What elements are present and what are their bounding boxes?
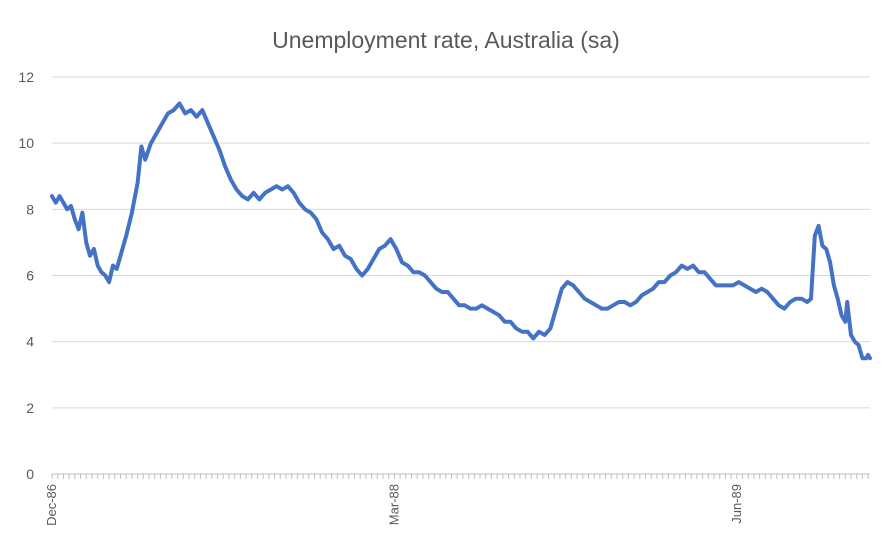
x-tick-label: Jun-89 (729, 484, 744, 524)
x-axis-ticks: Dec-86Mar-88Jun-89Sep-90Dec-91Mar-93Jun-… (44, 474, 869, 526)
y-tick-label: 0 (26, 466, 34, 482)
x-tick-label: Mar-88 (386, 484, 401, 525)
y-tick-label: 8 (26, 201, 34, 217)
y-tick-label: 10 (18, 135, 34, 151)
y-tick-label: 2 (26, 400, 34, 416)
series-layer (50, 101, 872, 361)
y-tick-label: 12 (18, 69, 34, 85)
gridlines (52, 76, 870, 409)
y-tick-label: 6 (26, 268, 34, 284)
x-tick-label: Dec-86 (44, 484, 59, 526)
y-axis-ticks: 0 2 4 6 8 10 12 (18, 69, 34, 482)
y-tick-label: 4 (26, 334, 34, 350)
series-line-0 (50, 101, 872, 361)
chart-title: Unemployment rate, Australia (sa) (272, 27, 620, 53)
